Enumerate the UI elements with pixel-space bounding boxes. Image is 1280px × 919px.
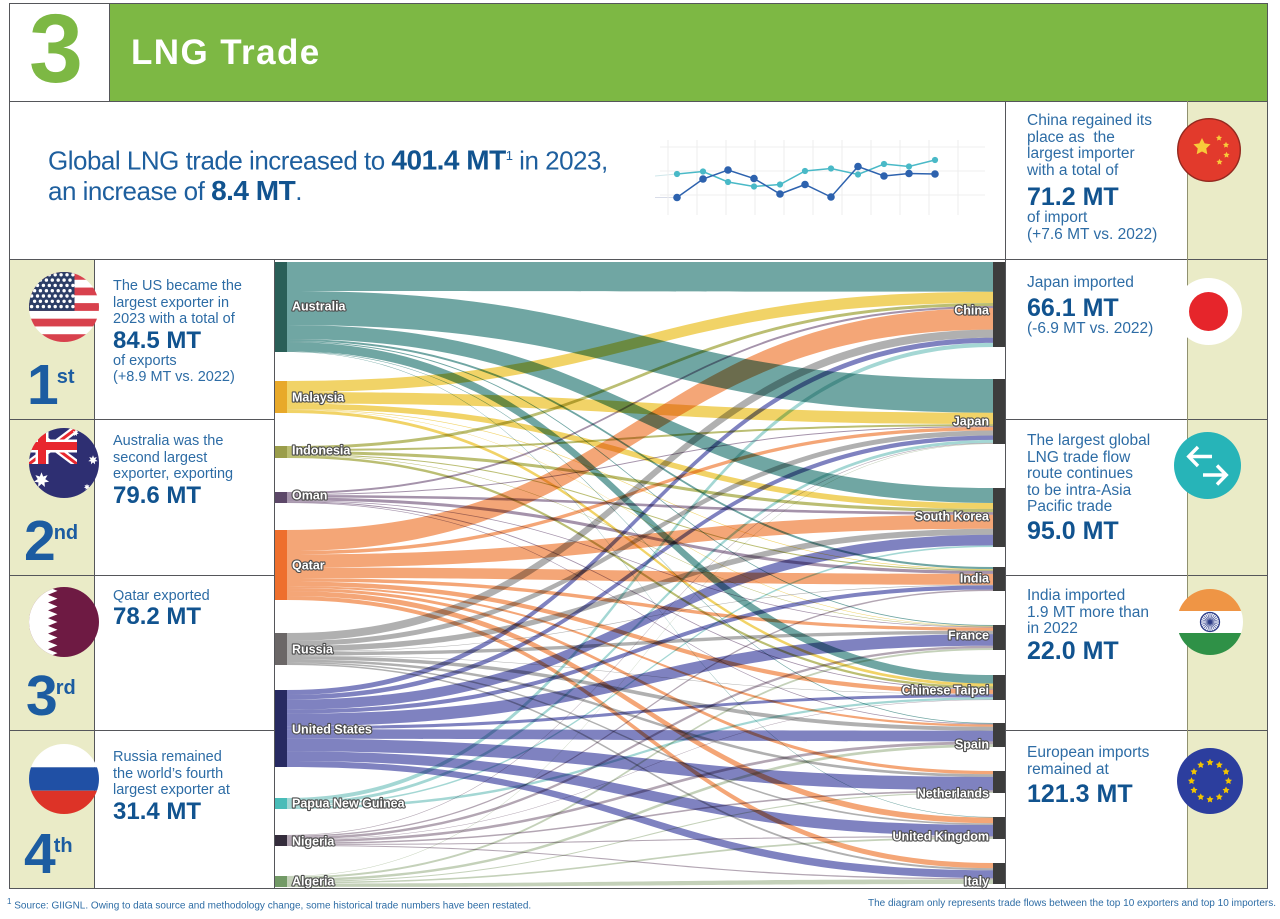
svg-text:United Kingdom: United Kingdom: [892, 830, 989, 844]
svg-text:Japan: Japan: [953, 415, 989, 429]
svg-text:Qatar: Qatar: [292, 559, 325, 573]
svg-text:Australia: Australia: [292, 300, 347, 314]
svg-text:Malaysia: Malaysia: [292, 391, 345, 405]
svg-text:Nigeria: Nigeria: [292, 835, 335, 849]
svg-text:South Korea: South Korea: [915, 510, 990, 524]
svg-text:Chinese Taipei: Chinese Taipei: [902, 684, 989, 698]
svg-text:Algeria: Algeria: [292, 875, 335, 889]
svg-text:Indonesia: Indonesia: [292, 444, 351, 458]
svg-text:China: China: [954, 304, 990, 318]
svg-text:Russia: Russia: [292, 643, 334, 657]
svg-text:India: India: [960, 572, 990, 586]
svg-text:Papua New Guinea: Papua New Guinea: [292, 797, 406, 811]
svg-text:France: France: [948, 629, 989, 643]
svg-text:Oman: Oman: [292, 489, 327, 503]
svg-text:Netherlands: Netherlands: [917, 787, 989, 801]
svg-text:Spain: Spain: [955, 738, 989, 752]
svg-text:Italy: Italy: [964, 875, 989, 889]
svg-text:United States: United States: [292, 723, 372, 737]
